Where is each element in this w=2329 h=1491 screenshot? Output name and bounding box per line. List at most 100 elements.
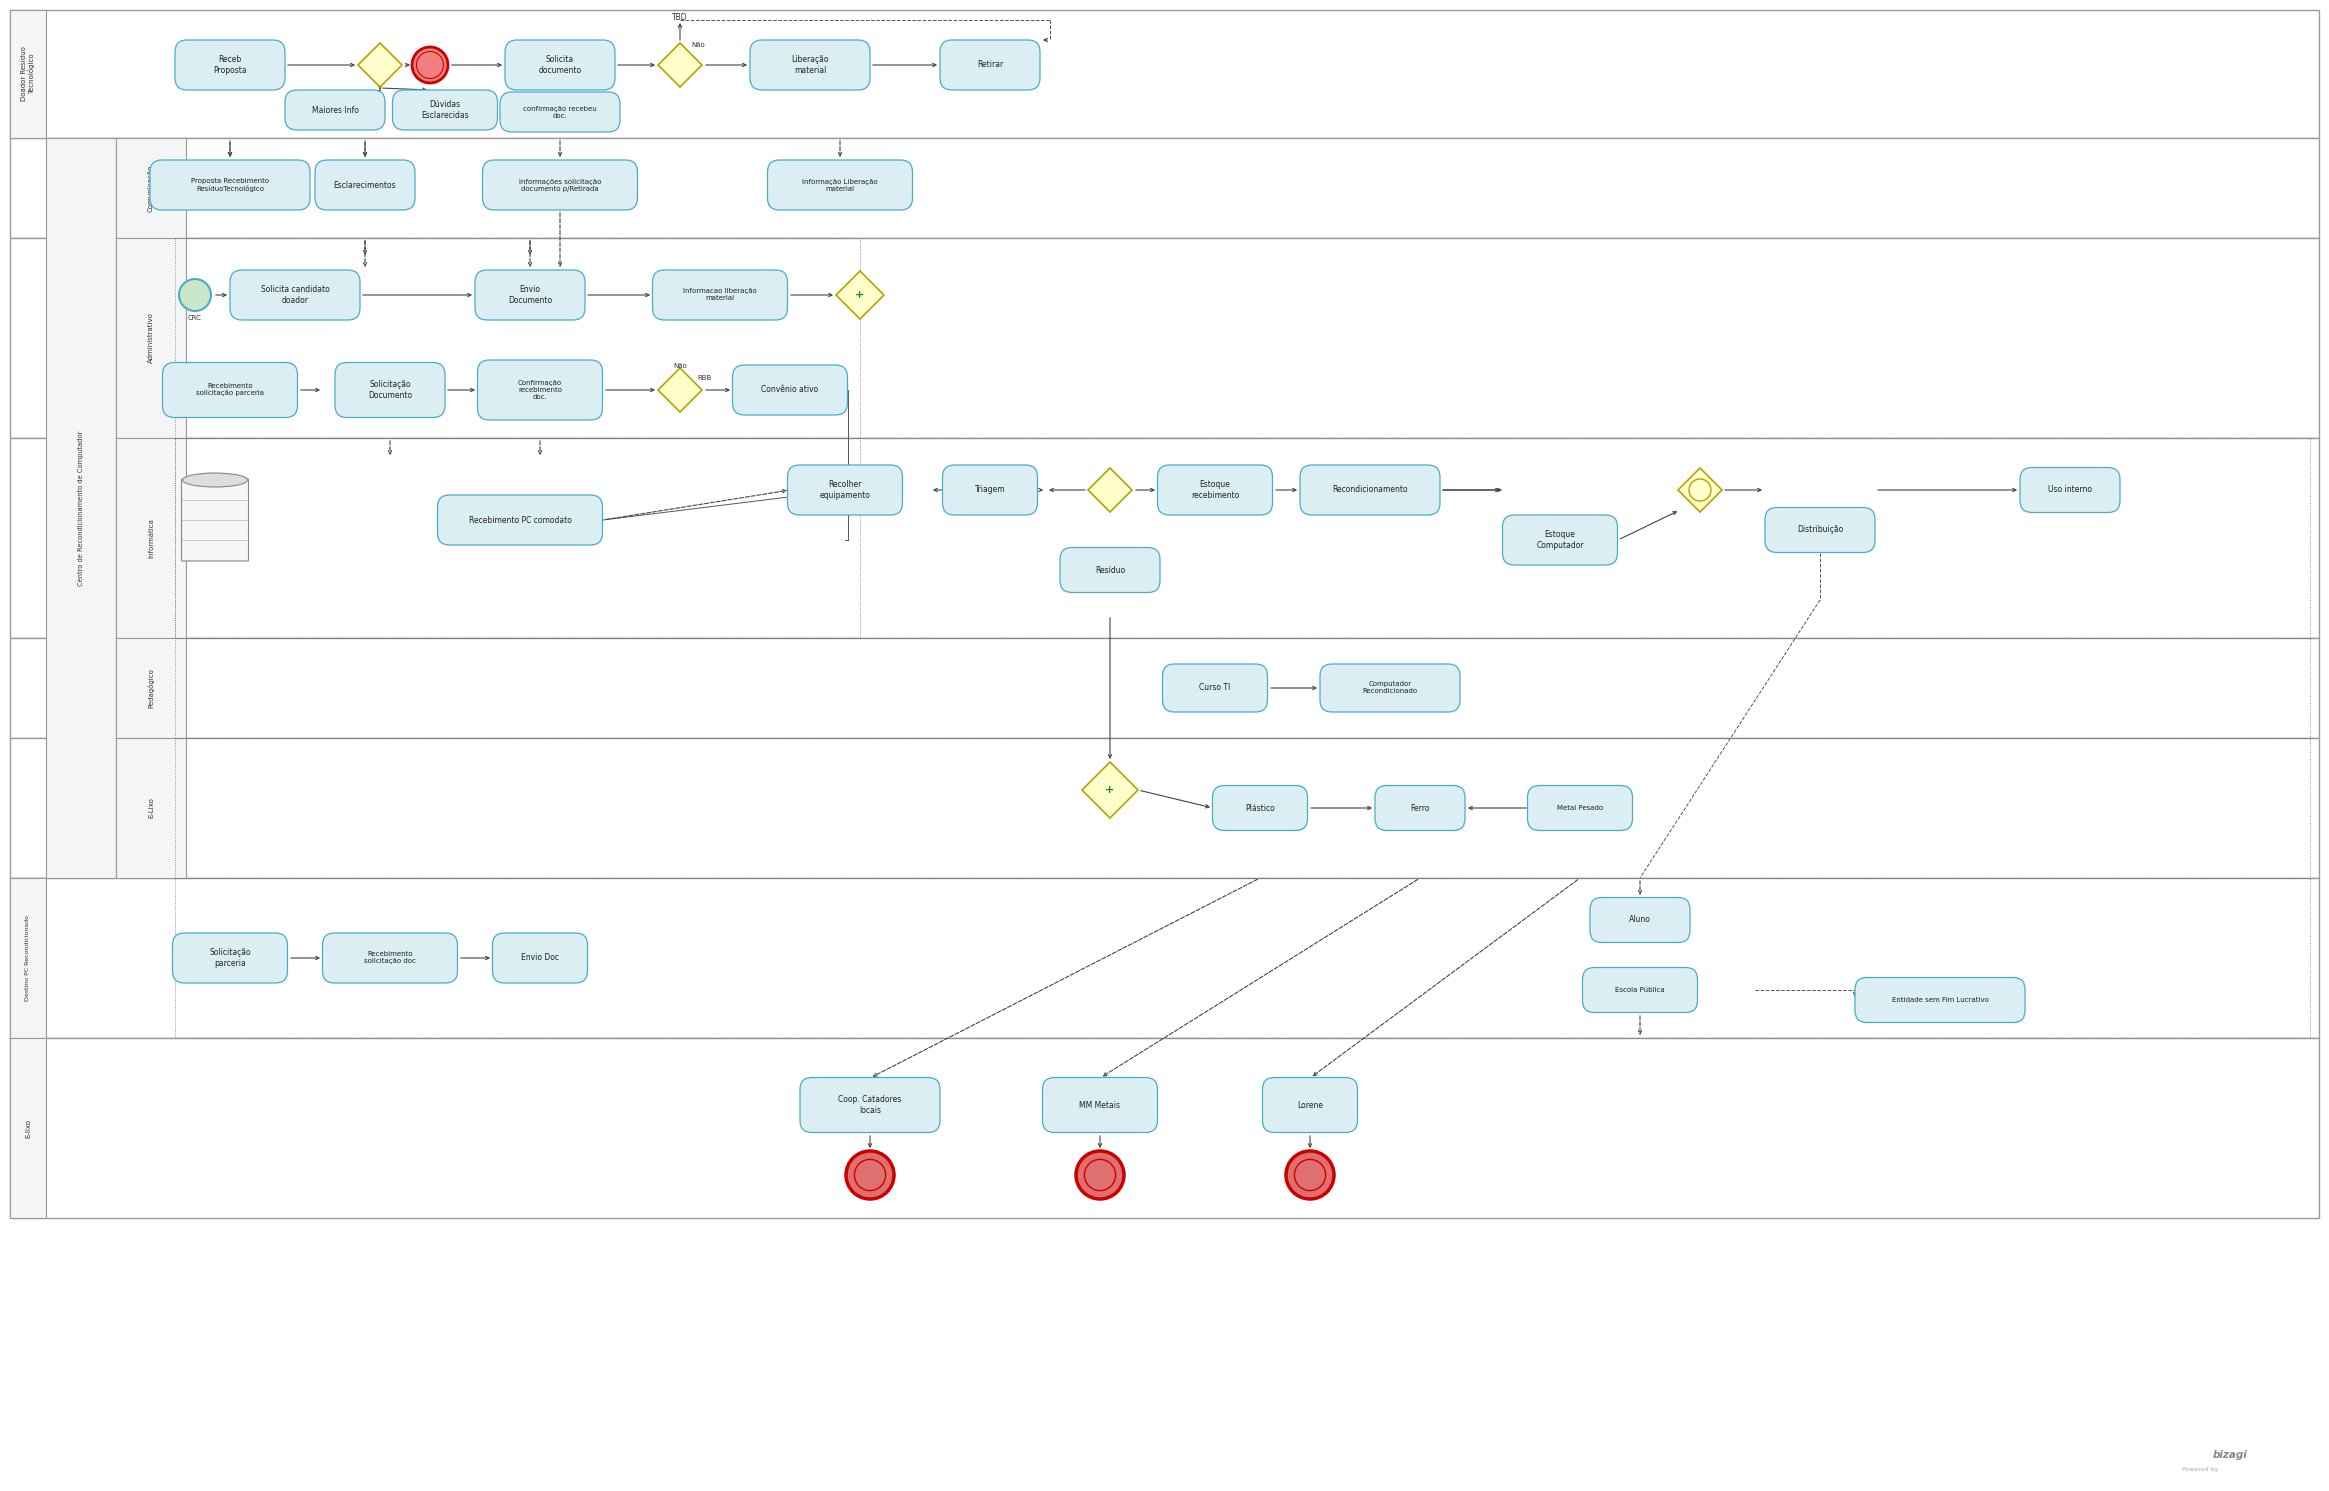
- Text: Curso TI: Curso TI: [1199, 683, 1230, 692]
- Text: Solicita candidato
doador: Solicita candidato doador: [261, 285, 328, 304]
- Text: Ferro: Ferro: [1411, 804, 1430, 813]
- FancyBboxPatch shape: [9, 878, 2320, 1038]
- FancyBboxPatch shape: [1300, 465, 1439, 514]
- Polygon shape: [659, 43, 701, 86]
- Text: RBB: RBB: [699, 376, 713, 382]
- FancyBboxPatch shape: [1591, 898, 1691, 942]
- Text: E-Lixo: E-Lixo: [149, 798, 154, 819]
- Text: Entidade sem Fim Lucrativo: Entidade sem Fim Lucrativo: [1891, 997, 1989, 1003]
- Text: Não: Não: [692, 42, 706, 48]
- FancyBboxPatch shape: [1158, 465, 1272, 514]
- FancyBboxPatch shape: [491, 933, 587, 983]
- FancyBboxPatch shape: [1374, 786, 1465, 830]
- FancyBboxPatch shape: [231, 270, 361, 321]
- FancyBboxPatch shape: [1262, 1078, 1358, 1133]
- FancyBboxPatch shape: [172, 933, 286, 983]
- FancyBboxPatch shape: [1043, 1078, 1158, 1133]
- Polygon shape: [1083, 762, 1139, 819]
- Text: Solicitação
Documento: Solicitação Documento: [368, 380, 412, 400]
- FancyBboxPatch shape: [2019, 468, 2119, 513]
- FancyBboxPatch shape: [1060, 547, 1160, 592]
- FancyBboxPatch shape: [750, 40, 871, 89]
- Text: Informações solicitação
documento p/Retirada: Informações solicitação documento p/Reti…: [519, 179, 601, 191]
- Circle shape: [1085, 1160, 1116, 1191]
- FancyBboxPatch shape: [943, 465, 1036, 514]
- FancyBboxPatch shape: [9, 1038, 47, 1218]
- Text: E-lixo: E-lixo: [26, 1118, 30, 1138]
- Text: Centro de Recondicionamento de Computador: Centro de Recondicionamento de Computado…: [77, 431, 84, 586]
- Text: Estoque
recebimento: Estoque recebimento: [1190, 480, 1239, 499]
- FancyBboxPatch shape: [1765, 507, 1875, 553]
- FancyBboxPatch shape: [149, 160, 310, 210]
- FancyBboxPatch shape: [1502, 514, 1619, 565]
- FancyBboxPatch shape: [1321, 663, 1460, 713]
- FancyBboxPatch shape: [9, 139, 2320, 239]
- FancyBboxPatch shape: [116, 638, 186, 738]
- Text: Metal Pesado: Metal Pesado: [1558, 805, 1602, 811]
- Polygon shape: [659, 368, 701, 412]
- Text: Aluno: Aluno: [1628, 915, 1651, 924]
- Text: Resíduo: Resíduo: [1095, 565, 1125, 574]
- Circle shape: [855, 1160, 885, 1191]
- FancyBboxPatch shape: [1581, 968, 1698, 1012]
- Text: Comunicação: Comunicação: [149, 164, 154, 212]
- FancyBboxPatch shape: [1854, 978, 2024, 1023]
- FancyBboxPatch shape: [477, 359, 603, 420]
- Text: Estoque
Computador: Estoque Computador: [1537, 531, 1584, 550]
- Text: Envio Doc: Envio Doc: [522, 954, 559, 963]
- Text: bizagi: bizagi: [2213, 1451, 2247, 1460]
- FancyBboxPatch shape: [9, 10, 2320, 139]
- Text: Envio
Documento: Envio Documento: [508, 285, 552, 304]
- Text: Recebimento
solicitação doc: Recebimento solicitação doc: [363, 951, 417, 965]
- Text: Triagem: Triagem: [976, 486, 1006, 495]
- Text: Solicita
documento: Solicita documento: [538, 55, 582, 75]
- Circle shape: [1295, 1160, 1325, 1191]
- Text: Maiores Info: Maiores Info: [312, 106, 359, 115]
- Ellipse shape: [182, 473, 247, 488]
- FancyBboxPatch shape: [9, 878, 47, 1038]
- FancyBboxPatch shape: [116, 139, 186, 239]
- FancyBboxPatch shape: [9, 10, 47, 139]
- FancyBboxPatch shape: [734, 365, 848, 414]
- Circle shape: [1076, 1151, 1125, 1199]
- FancyBboxPatch shape: [941, 40, 1041, 89]
- Text: Destino PC Recondicionado: Destino PC Recondicionado: [26, 915, 30, 1000]
- Text: Retirar: Retirar: [976, 61, 1004, 70]
- Text: Powered by: Powered by: [2182, 1467, 2217, 1473]
- Circle shape: [845, 1151, 894, 1199]
- FancyBboxPatch shape: [9, 738, 2320, 878]
- Text: Recondicionamento: Recondicionamento: [1332, 486, 1407, 495]
- Circle shape: [179, 279, 212, 312]
- Text: Recebimento PC comodato: Recebimento PC comodato: [468, 516, 571, 525]
- FancyBboxPatch shape: [769, 160, 913, 210]
- Circle shape: [412, 48, 447, 83]
- FancyBboxPatch shape: [116, 738, 186, 878]
- Text: Doador Resíduo
Tecnológico: Doador Resíduo Tecnológico: [21, 46, 35, 101]
- Text: Informação Liberação
material: Informação Liberação material: [801, 179, 878, 191]
- FancyBboxPatch shape: [163, 362, 298, 417]
- Text: Dúvidas
Esclarecidas: Dúvidas Esclarecidas: [422, 100, 468, 119]
- Text: Solicitação
parceria: Solicitação parceria: [210, 948, 252, 968]
- Polygon shape: [1677, 468, 1721, 511]
- Text: Informática: Informática: [149, 517, 154, 558]
- Text: Pedagógico: Pedagógico: [147, 668, 154, 708]
- FancyBboxPatch shape: [1528, 786, 1633, 830]
- Text: +: +: [1106, 784, 1116, 795]
- FancyBboxPatch shape: [9, 239, 2320, 438]
- FancyBboxPatch shape: [1162, 663, 1267, 713]
- Circle shape: [1286, 1151, 1335, 1199]
- Polygon shape: [836, 271, 885, 319]
- Polygon shape: [359, 43, 403, 86]
- FancyBboxPatch shape: [438, 495, 603, 546]
- FancyBboxPatch shape: [501, 92, 620, 133]
- FancyBboxPatch shape: [116, 438, 186, 638]
- Text: Recebimento
solicitação parceria: Recebimento solicitação parceria: [196, 383, 263, 397]
- Text: TBD: TBD: [673, 13, 687, 22]
- Text: Esclarecimentos: Esclarecimentos: [333, 180, 396, 189]
- FancyBboxPatch shape: [116, 239, 186, 438]
- Text: confirmação recebeu
doc.: confirmação recebeu doc.: [524, 106, 596, 118]
- Text: Plástico: Plástico: [1246, 804, 1274, 813]
- FancyBboxPatch shape: [314, 160, 415, 210]
- FancyBboxPatch shape: [505, 40, 615, 89]
- Text: Informacao liberação
material: Informacao liberação material: [682, 288, 757, 301]
